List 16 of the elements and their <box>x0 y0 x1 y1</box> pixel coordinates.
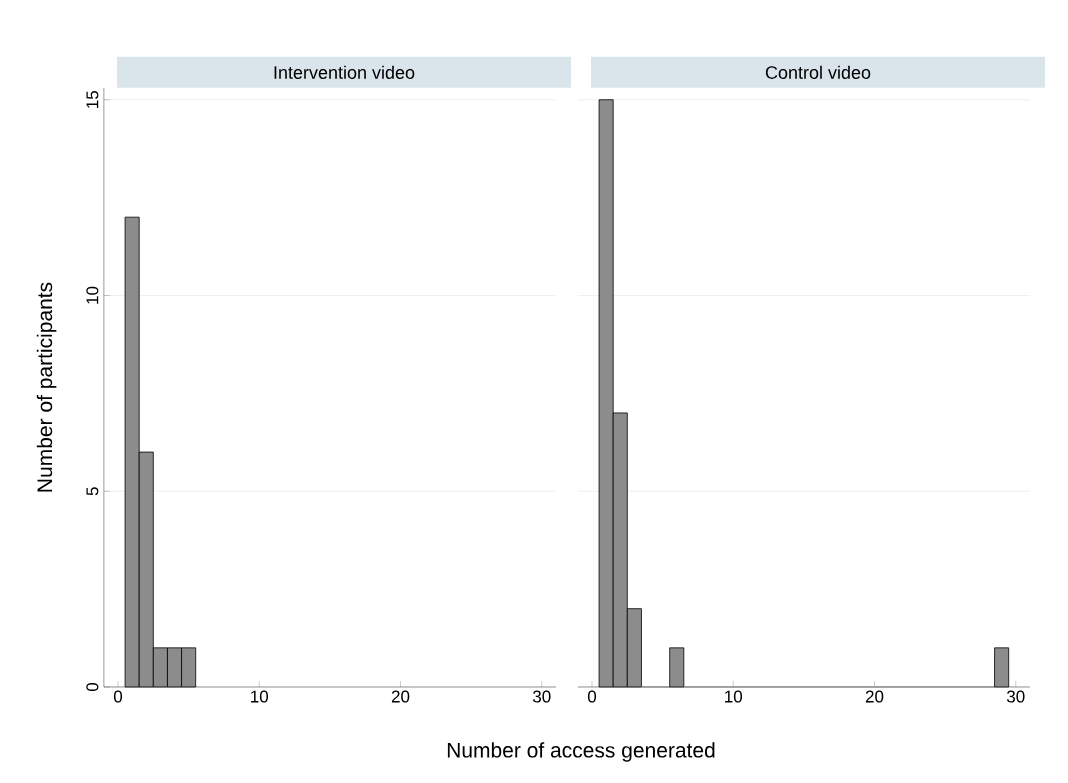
x-tick-label: 10 <box>725 690 743 703</box>
y-tick-label: 0 <box>86 682 99 692</box>
y-tick-label: 10 <box>86 286 99 304</box>
y-tick-label: 15 <box>86 91 99 108</box>
x-tick-label: 10 <box>251 690 269 703</box>
x-tick-label: 20 <box>391 690 410 703</box>
x-axis-title: Number of access generated <box>447 742 715 762</box>
chart-title: Control video <box>765 65 871 79</box>
y-axis-title: Number of participants <box>36 282 57 492</box>
x-tick-label: 20 <box>865 690 884 703</box>
chart-title: Intervention video <box>274 65 415 79</box>
x-tick-label: 30 <box>1006 690 1025 703</box>
x-tick-label: 0 <box>587 690 597 703</box>
y-tick-label: 5 <box>86 487 99 496</box>
x-tick-label: 0 <box>113 690 123 703</box>
x-tick-label: 30 <box>532 690 551 703</box>
